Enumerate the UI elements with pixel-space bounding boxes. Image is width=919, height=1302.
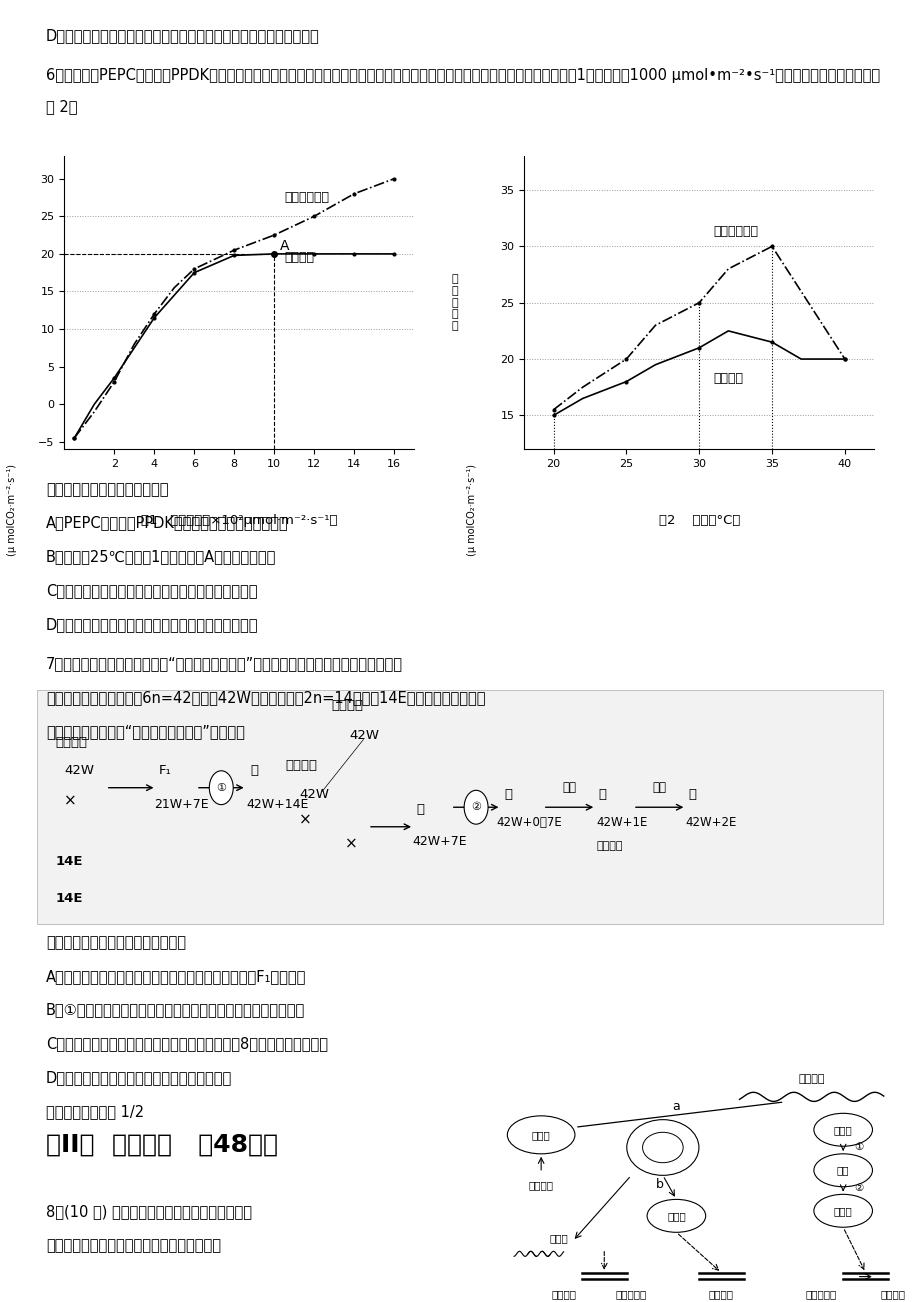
Text: 乙: 乙 [416, 803, 425, 816]
Text: 原种水稻: 原种水稻 [713, 371, 743, 384]
Text: (μ molCO₂·m⁻²·s⁻¹): (μ molCO₂·m⁻²·s⁻¹) [467, 464, 476, 556]
Text: ×: × [299, 812, 312, 828]
Text: 选择: 选择 [562, 781, 576, 794]
Text: F₁: F₁ [159, 764, 172, 777]
Text: 原种水稻: 原种水稻 [284, 251, 313, 264]
Ellipse shape [641, 1133, 683, 1163]
Text: 下丘脑: 下丘脑 [833, 1125, 852, 1135]
Text: 戊: 戊 [687, 788, 696, 801]
Text: 信息刺激: 信息刺激 [528, 1181, 553, 1190]
Text: 普通小麦: 普通小麦 [55, 736, 87, 749]
Text: 长穗偃麦草杂交选育“小麦二体异附加系”示意图。: 长穗偃麦草杂交选育“小麦二体异附加系”示意图。 [46, 724, 244, 740]
Text: 甲: 甲 [250, 764, 258, 777]
Text: 转移到小麦中。普通小麦6n=42，记为42W；长穗偃麦草2n=14，记为14E。下图为普通小麦与: 转移到小麦中。普通小麦6n=42，记为42W；长穗偃麦草2n=14，记为14E。… [46, 690, 485, 706]
Text: 42W+1E: 42W+1E [596, 816, 647, 829]
Text: 染色体的植株戊占 1/2: 染色体的植株戊占 1/2 [46, 1104, 144, 1120]
Text: 细胞代谢: 细胞代谢 [879, 1289, 904, 1299]
Text: ②: ② [854, 1182, 863, 1193]
Text: b: b [655, 1178, 664, 1191]
Text: B．用温度25℃重复图1相关实验，A点会向左下移动: B．用温度25℃重复图1相关实验，A点会向左下移动 [46, 549, 276, 565]
Text: 42W+2E: 42W+2E [685, 816, 736, 829]
Text: 图1   光照强度（×10²μmol·m⁻²·s⁻¹）: 图1 光照强度（×10²μmol·m⁻²·s⁻¹） [141, 513, 337, 526]
Text: 丙: 丙 [504, 788, 512, 801]
Text: 自交: 自交 [652, 781, 666, 794]
Text: B．①过程可用低温抑制染色体着丝点分裂而导致染色体数目加倍: B．①过程可用低温抑制染色体着丝点分裂而导致染色体数目加倍 [46, 1003, 305, 1018]
Text: (μ molCO₂·m⁻²·s⁻¹): (μ molCO₂·m⁻²·s⁻¹) [7, 464, 17, 556]
Circle shape [210, 771, 233, 805]
Circle shape [813, 1154, 871, 1186]
Text: D．丁自交产生的子代中，含有两条长穗偃麦草: D．丁自交产生的子代中，含有两条长穗偃麦草 [46, 1070, 232, 1086]
Text: 42W+7E: 42W+7E [412, 835, 466, 848]
Text: 大脑皮层: 大脑皮层 [798, 1074, 824, 1083]
Circle shape [506, 1116, 574, 1154]
Text: 根据流程示意图表下列叙述正确的是: 根据流程示意图表下列叙述正确的是 [46, 935, 186, 950]
Text: 6．将玉米的PEPC酶基因与PPDK酶基因导入水稻后，在某一温度下测得光照强度对转双基因水稻和原种水稻的光合速率影响如图1；在光照为1000 μmol•m⁻²•: 6．将玉米的PEPC酶基因与PPDK酶基因导入水稻后，在某一温度下测得光照强度对… [46, 68, 879, 83]
Text: 转双基因水稻: 转双基因水稻 [713, 225, 758, 238]
Text: 肾上腺: 肾上腺 [666, 1211, 685, 1221]
Circle shape [646, 1199, 705, 1232]
Text: 42W: 42W [64, 764, 95, 777]
Text: 7．小麦育种专家李振声育成的“小麦二体异附加系”，能将长穗偃麦草的抗病、高产等基因: 7．小麦育种专家李振声育成的“小麦二体异附加系”，能将长穗偃麦草的抗病、高产等基… [46, 656, 403, 672]
Text: A: A [280, 240, 289, 253]
Text: 呼吸肌: 呼吸肌 [550, 1233, 568, 1243]
Text: 普通小麦: 普通小麦 [331, 699, 363, 712]
Text: 14E: 14E [55, 855, 83, 868]
Text: C．转双基因水稻提高了酶的最适温度而增强光合速率: C．转双基因水稻提高了酶的最适温度而增强光合速率 [46, 583, 257, 599]
Text: A．PEPC酶基因与PPDK酶基因不影响水稻的呼吸强度: A．PEPC酶基因与PPDK酶基因不影响水稻的呼吸强度 [46, 516, 289, 531]
Text: 请据图分析，下列叙述错误的是: 请据图分析，下列叙述错误的是 [46, 482, 168, 497]
Text: 甲状腺激素: 甲状腺激素 [804, 1289, 835, 1299]
Text: a: a [672, 1099, 679, 1112]
Text: 图 2。: 图 2。 [46, 99, 77, 115]
Text: 普通小麦: 普通小麦 [285, 759, 317, 772]
Circle shape [813, 1113, 871, 1146]
FancyBboxPatch shape [37, 690, 882, 924]
Text: 转双基因水稻: 转双基因水稻 [284, 191, 329, 204]
Text: 甲状腺: 甲状腺 [833, 1206, 852, 1216]
Text: ×: × [345, 836, 357, 852]
Text: 8．(10 分) 学生面临重要考试时，可能因焦虑、: 8．(10 分) 学生面临重要考试时，可能因焦虑、 [46, 1204, 252, 1220]
Text: 垂体: 垂体 [836, 1165, 848, 1176]
Text: ①: ① [854, 1142, 863, 1152]
Text: ×: × [64, 793, 77, 809]
Ellipse shape [626, 1120, 698, 1176]
Text: 净
光
合
速
率: 净 光 合 速 率 [450, 275, 458, 331]
Text: 心跳加快等: 心跳加快等 [615, 1289, 646, 1299]
Text: 丁: 丁 [597, 788, 606, 801]
Circle shape [813, 1194, 871, 1228]
Text: 42W: 42W [299, 788, 329, 801]
Text: 单体附加: 单体附加 [596, 841, 622, 852]
Text: 42W: 42W [349, 729, 380, 742]
Text: ①: ① [216, 783, 226, 793]
Text: D．吞噬细胞以主动运输方式吞噬凋亡小体后通过溶酶体中水解酶分解: D．吞噬细胞以主动运输方式吞噬凋亡小体后通过溶酶体中水解酶分解 [46, 29, 320, 44]
Text: 14E: 14E [55, 892, 83, 905]
Circle shape [464, 790, 488, 824]
Text: 42W+0～7E: 42W+0～7E [496, 816, 562, 829]
Text: D．转双基因水稻更适合栽种在高温度、强光照环境中: D．转双基因水稻更适合栽种在高温度、强光照环境中 [46, 617, 258, 633]
Text: 42W+14E: 42W+14E [246, 798, 309, 811]
Text: A．普通小麦与长穗偃麦草为同一个物种，杂交产生的F₁为四倍体: A．普通小麦与长穗偃麦草为同一个物种，杂交产生的F₁为四倍体 [46, 969, 306, 984]
Text: ②: ② [471, 802, 481, 812]
Text: 第II卷  （选择题   共48分）: 第II卷 （选择题 共48分） [46, 1133, 278, 1156]
Text: 紧张而心跳、呼吸加快等。下图为该过程的部: 紧张而心跳、呼吸加快等。下图为该过程的部 [46, 1238, 221, 1254]
Text: 图2    温度（°C）: 图2 温度（°C） [658, 513, 739, 526]
Text: 21W+7E: 21W+7E [154, 798, 209, 811]
Text: 肾上腺素: 肾上腺素 [709, 1289, 733, 1299]
Text: C．乙中来自长穗偃麦草的染色体不能联会，产生8种染色体数目的配子: C．乙中来自长穗偃麦草的染色体不能联会，产生8种染色体数目的配子 [46, 1036, 328, 1052]
Text: 感受器: 感受器 [531, 1130, 550, 1139]
Text: 毛细血管: 毛细血管 [550, 1289, 575, 1299]
